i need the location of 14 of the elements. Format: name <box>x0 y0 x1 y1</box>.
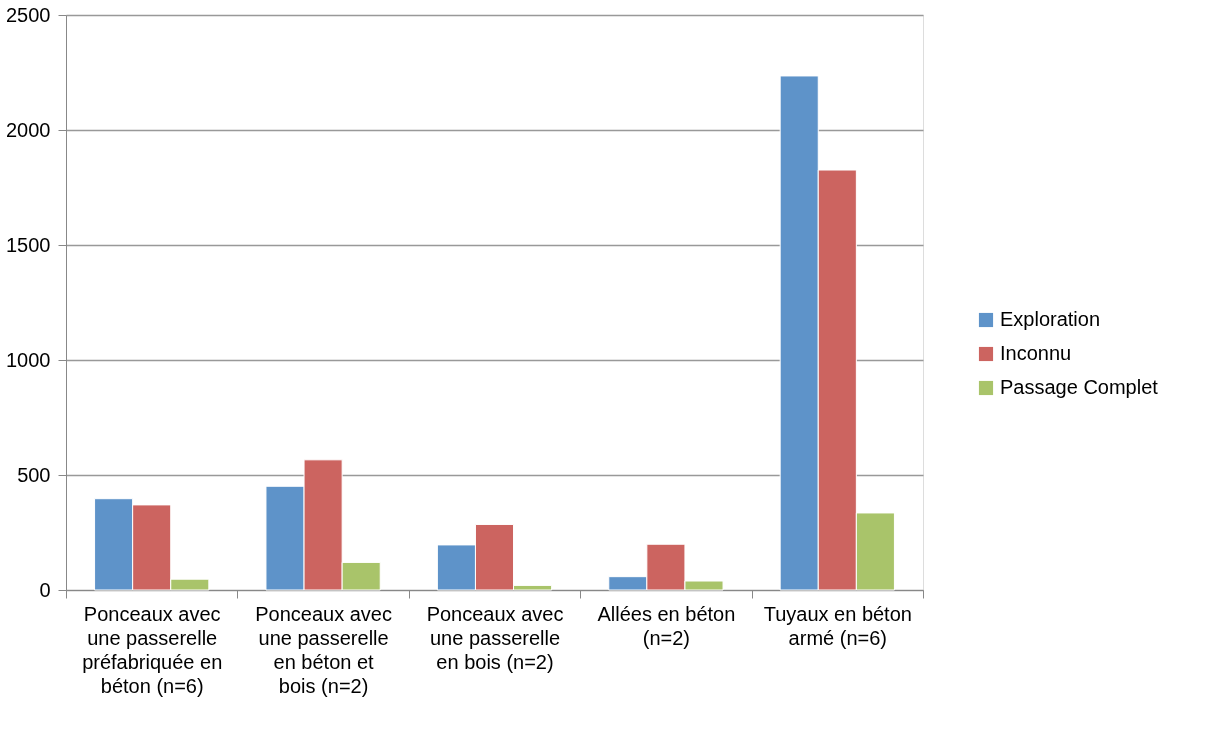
y-tick-label: 500 <box>17 463 51 486</box>
y-tick-label: 2500 <box>6 3 51 26</box>
x-tick-label: Allées en béton (n=2) <box>597 602 736 649</box>
x-tick-label: Tuyaux en béton armé (n=6) <box>763 602 912 649</box>
y-tick-label: 0 <box>39 578 51 601</box>
y-tick-label: 2000 <box>6 118 51 141</box>
x-tick-label: Ponceaux avec une passerelle en béton et bois (n=2) <box>255 602 392 697</box>
x-tick-label: Ponceaux avec une passerelle préfabriquée en béton (n=6) <box>82 602 223 697</box>
y-tick-label: 1500 <box>6 233 51 256</box>
x-tick-label: Ponceaux avec une passerelle en bois (n=2) <box>426 602 564 673</box>
legend-label: Exploration <box>1000 308 1101 330</box>
y-tick-label: 1000 <box>6 348 51 371</box>
legend-label: Inconnu <box>1000 342 1072 364</box>
legend-label: Passage Complet <box>1000 376 1159 398</box>
